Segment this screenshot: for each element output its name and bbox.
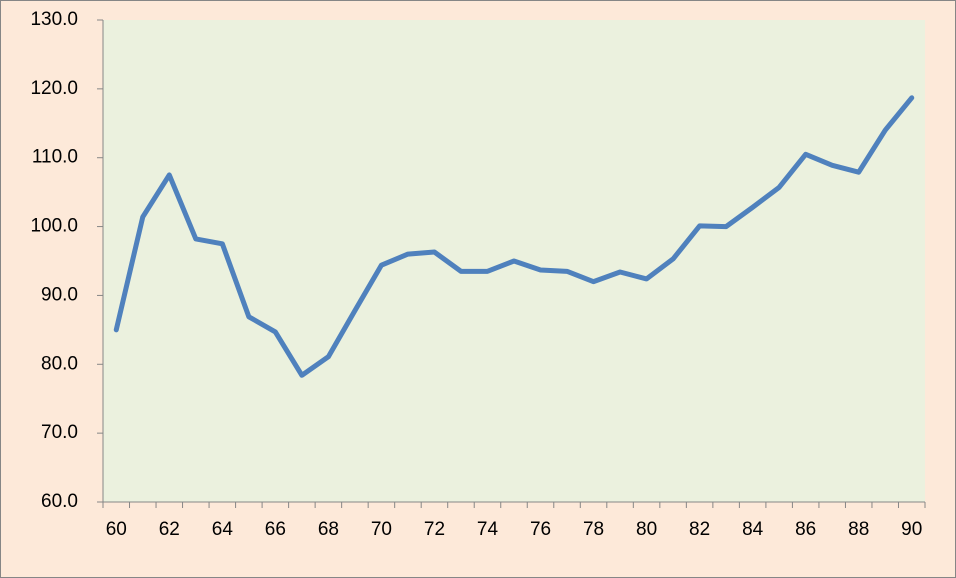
x-tick-label: 76 (530, 519, 551, 540)
x-tick-label: 62 (159, 519, 180, 540)
line-series (113, 95, 915, 378)
x-tick-label: 64 (212, 519, 234, 540)
x-tick-label: 82 (689, 519, 710, 540)
y-tick-label: 130.0 (30, 9, 78, 30)
y-tick-label: 60.0 (41, 491, 78, 512)
y-tick-label: 90.0 (41, 284, 78, 305)
x-tick-label: 84 (742, 519, 764, 540)
x-tick-label: 74 (477, 519, 499, 540)
y-tick-label: 110.0 (32, 147, 78, 168)
y-tick-label: 70.0 (41, 422, 78, 443)
x-tick-label: 60 (106, 519, 127, 540)
x-tick-label: 66 (265, 519, 286, 540)
y-tick-label: 80.0 (41, 353, 78, 374)
x-tick-label: 80 (636, 519, 657, 540)
x-tick-label: 86 (795, 519, 816, 540)
x-tick-label: 72 (424, 519, 445, 540)
y-tick-label: 100.0 (30, 216, 78, 237)
x-tick-label: 70 (371, 519, 392, 540)
x-tick-label: 68 (318, 519, 339, 540)
x-tick-label: 88 (848, 519, 869, 540)
y-tick-label: 120.0 (30, 78, 78, 99)
x-tick-label: 78 (583, 519, 604, 540)
x-tick-label: 90 (901, 519, 922, 540)
